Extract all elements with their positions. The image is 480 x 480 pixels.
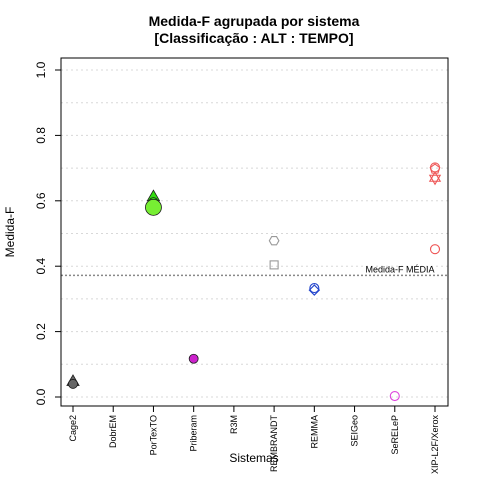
y-tick-label: 0.0 <box>34 388 48 405</box>
y-tick-label: 0.6 <box>34 192 48 209</box>
data-point-part <box>428 174 442 186</box>
data-point <box>68 379 78 389</box>
chart-title: Medida-F agrupada por sistema <box>149 13 360 29</box>
x-tick-label: Cage2 <box>68 415 78 442</box>
reference-line-label: Medida-F MÉDIA <box>365 264 434 274</box>
data-points <box>66 162 442 402</box>
x-axis-label: Sistemas <box>229 451 278 465</box>
data-point <box>429 244 441 255</box>
x-tick-label: REMBRANDT <box>269 415 279 473</box>
x-tick-label: PorTexTO <box>148 415 158 455</box>
data-point <box>389 390 400 402</box>
x-tick-label: SeRELeP <box>390 415 400 455</box>
plot-frame <box>60 57 449 407</box>
x-tick-label: Priberam <box>189 415 199 452</box>
x-tick-label: SEIGeo <box>350 415 360 447</box>
data-point <box>428 171 442 186</box>
x-tick-label: XIP-L2F/Xerox <box>430 415 440 475</box>
data-point <box>309 283 320 294</box>
x-axis: Cage2 DobrEM PorTexTO Priberam R3M REMBRANDT R… <box>68 406 440 474</box>
data-point <box>308 284 321 296</box>
y-axis-label: Medida-F <box>3 207 17 258</box>
data-point-part <box>428 171 442 182</box>
chart-subtitle: [Classificação : ALT : TEMPO] <box>154 30 353 46</box>
data-point <box>145 198 162 216</box>
y-axis: 0.0 0.2 0.4 0.6 0.8 1.0 <box>34 61 61 405</box>
data-point <box>269 260 279 270</box>
data-point <box>268 235 280 246</box>
y-tick-label: 0.8 <box>34 127 48 144</box>
data-point <box>188 353 199 364</box>
y-tick-label: 0.4 <box>34 258 48 275</box>
x-tick-label: REMMA <box>309 415 319 449</box>
x-tick-label: R3M <box>229 415 239 434</box>
y-tick-label: 0.2 <box>34 323 48 340</box>
x-tick-label: DobrEM <box>108 415 118 448</box>
gridlines <box>61 69 448 398</box>
y-tick-label: 1.0 <box>34 61 48 78</box>
